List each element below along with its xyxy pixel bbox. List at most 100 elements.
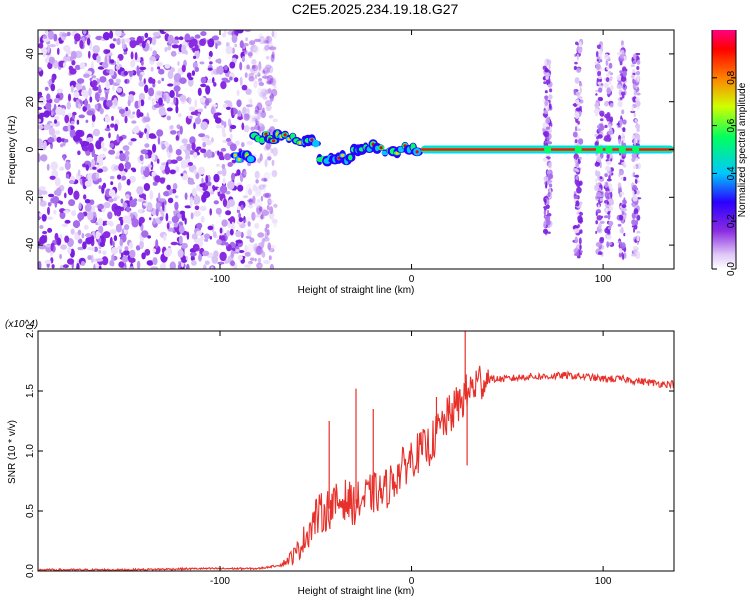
noise-blob xyxy=(194,205,200,211)
noise-blob xyxy=(176,124,181,130)
spike-cluster-blob xyxy=(630,110,636,114)
noise-blob xyxy=(247,199,253,203)
spike-cluster-blob xyxy=(543,109,548,115)
noise-blob xyxy=(256,262,263,269)
noise-blob xyxy=(245,235,252,239)
noise-blob xyxy=(205,85,211,95)
spike-cluster-blob xyxy=(604,227,610,234)
noise-blob xyxy=(149,56,157,62)
noise-blob xyxy=(225,106,231,110)
noise-blob xyxy=(77,150,81,156)
noise-blob xyxy=(266,152,272,161)
spike-cluster-blob xyxy=(631,253,637,257)
noise-blob xyxy=(252,185,258,192)
spike-cluster-blob xyxy=(548,103,552,109)
noise-blob xyxy=(164,165,168,172)
noise-blob xyxy=(167,70,174,80)
noise-blob xyxy=(204,104,207,109)
noise-blob xyxy=(129,37,136,41)
noise-blob xyxy=(199,205,207,211)
spike-cluster-blob xyxy=(632,194,638,202)
noise-blob xyxy=(132,111,136,115)
noise-blob xyxy=(195,172,200,180)
noise-blob xyxy=(109,69,115,76)
spike-cluster-blob xyxy=(599,49,603,56)
noise-blob xyxy=(237,184,244,192)
noise-blob xyxy=(248,114,256,124)
noise-blob xyxy=(98,136,104,142)
noise-blob xyxy=(187,181,196,185)
noise-blob xyxy=(254,38,261,43)
noise-blob xyxy=(254,112,261,119)
colorbar-tick-label: 0.8 xyxy=(726,70,737,84)
noise-blob xyxy=(82,146,89,152)
noise-blob xyxy=(72,135,81,142)
noise-blob xyxy=(82,30,87,35)
noise-blob xyxy=(129,249,136,259)
noise-blob xyxy=(63,45,71,52)
noise-blob xyxy=(64,114,70,124)
noise-blob xyxy=(162,202,165,211)
noise-blob xyxy=(243,65,250,71)
noise-blob xyxy=(268,95,274,99)
noise-blob xyxy=(53,209,57,215)
noise-blob xyxy=(213,200,219,205)
noise-blob xyxy=(41,214,47,222)
spike-cluster-blob xyxy=(636,127,640,132)
spike-cluster-blob xyxy=(608,62,613,69)
noise-blob xyxy=(92,45,100,54)
noise-blob xyxy=(91,80,98,87)
noise-blob xyxy=(141,60,144,66)
noise-blob xyxy=(264,231,269,239)
spectrogram-marks xyxy=(38,30,674,269)
noise-blob xyxy=(141,230,149,238)
noise-blob xyxy=(114,123,118,132)
spike-cluster-blob xyxy=(606,67,610,71)
spike-cluster-blob xyxy=(599,110,605,116)
spike-cluster-blob xyxy=(579,229,583,234)
spike-cluster-blob xyxy=(620,177,624,180)
noise-blob xyxy=(103,99,108,109)
noise-blob xyxy=(56,237,62,246)
spike-cluster-blob xyxy=(619,214,624,221)
noise-blob xyxy=(138,99,142,109)
spike-cluster-blob xyxy=(630,64,636,67)
spike-cluster-blob xyxy=(633,208,639,215)
noise-blob xyxy=(173,210,178,214)
noise-blob xyxy=(74,33,81,42)
spike-cluster-blob xyxy=(633,112,636,118)
spectrogram-ylabel: Frequency (Hz) xyxy=(7,116,18,185)
spike-cluster-blob xyxy=(543,206,547,211)
noise-blob xyxy=(241,122,245,131)
noise-blob xyxy=(117,182,122,191)
noise-blob xyxy=(186,72,192,79)
noise-blob xyxy=(221,120,225,126)
noise-blob xyxy=(138,73,143,82)
noise-blob xyxy=(211,106,215,115)
spike-cluster-blob xyxy=(617,101,623,108)
noise-blob xyxy=(115,78,121,84)
noise-blob xyxy=(194,117,202,125)
tone-blob-mid xyxy=(259,137,266,144)
noise-blob xyxy=(253,243,259,252)
tone-blob-core xyxy=(272,139,276,143)
noise-blob xyxy=(157,136,161,145)
spike-cluster-blob xyxy=(599,118,604,121)
noise-blob xyxy=(95,140,102,150)
noise-blob xyxy=(268,199,275,204)
noise-blob xyxy=(123,250,130,256)
noise-blob xyxy=(231,172,235,181)
noise-blob xyxy=(257,80,264,85)
noise-blob xyxy=(78,114,85,119)
spike-cluster-blob xyxy=(548,173,554,180)
spike-cluster-blob xyxy=(574,53,577,57)
spike-cluster-blob xyxy=(572,131,578,138)
noise-blob xyxy=(267,156,272,161)
spike-cluster-blob xyxy=(606,241,610,248)
noise-blob xyxy=(84,180,93,188)
noise-blob xyxy=(152,181,158,186)
noise-blob xyxy=(104,116,111,123)
noise-blob xyxy=(73,190,80,200)
noise-blob xyxy=(265,64,272,70)
noise-blob xyxy=(189,198,193,208)
